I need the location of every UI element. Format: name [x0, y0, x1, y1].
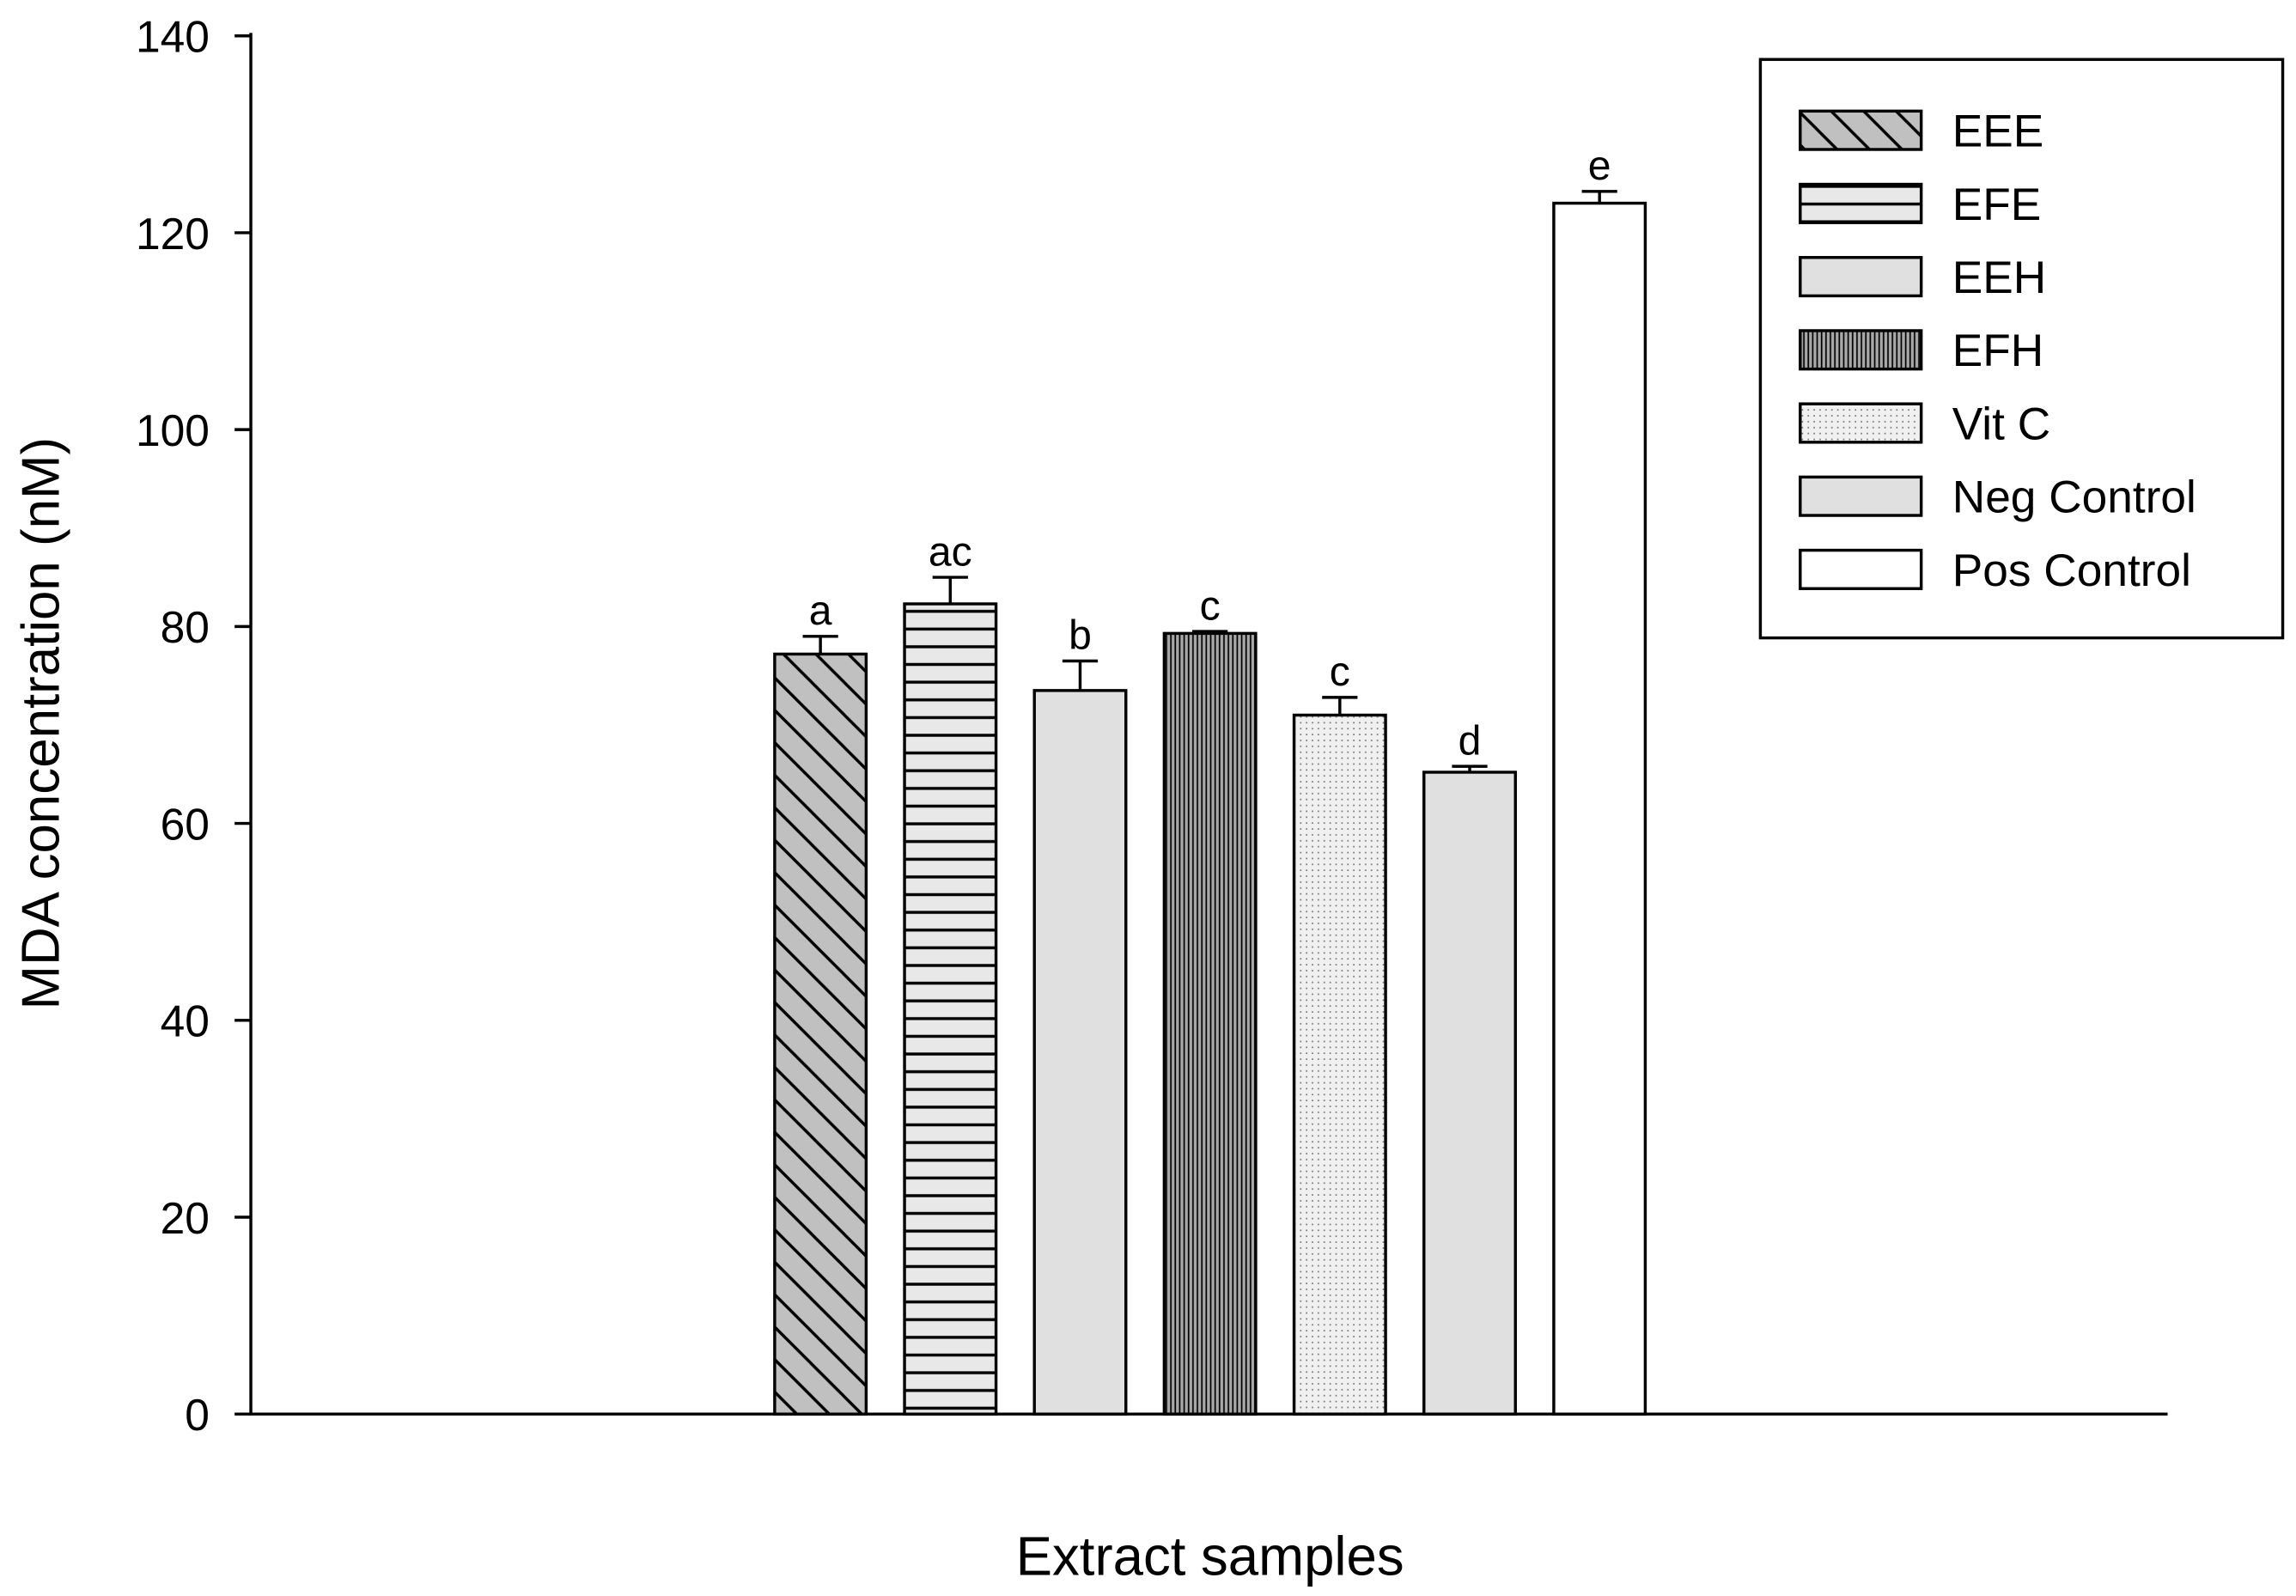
legend-swatch: [1799, 256, 1923, 298]
legend-swatch: [1799, 402, 1923, 444]
legend-label: Pos Control: [1952, 545, 2191, 596]
legend-label: EFH: [1952, 326, 2044, 376]
x-axis-label: Extract samples: [1016, 1526, 1404, 1587]
error-bar: [932, 576, 968, 604]
bar: [903, 602, 998, 1416]
bar: [773, 652, 868, 1416]
legend-swatch: [1799, 109, 1923, 151]
y-tick-label: 0: [185, 1390, 210, 1440]
legend-swatch: [1799, 475, 1923, 517]
bar: [1162, 631, 1258, 1416]
legend-swatch: [1799, 329, 1923, 371]
bar: [1422, 771, 1517, 1416]
error-bar: [1062, 659, 1099, 691]
y-tick-label: 120: [136, 209, 210, 259]
significance-letter: c: [1200, 582, 1221, 629]
y-axis-label: MDA concentration (nM): [12, 437, 71, 1010]
bar: [1032, 689, 1128, 1416]
y-tick-label: 20: [161, 1193, 210, 1243]
y-tick-label: 80: [161, 602, 210, 652]
significance-letter: ac: [929, 528, 972, 575]
legend-label: Vit C: [1952, 399, 2050, 449]
legend-label: EEH: [1952, 253, 2047, 303]
significance-letter: d: [1459, 717, 1482, 764]
significance-letter: b: [1069, 612, 1092, 659]
bar: [1292, 713, 1387, 1416]
significance-letter: e: [1588, 143, 1611, 189]
y-tick-label: 140: [136, 12, 210, 62]
significance-letter: a: [809, 588, 832, 634]
legend-label: EEE: [1952, 107, 2044, 157]
error-bar: [1322, 696, 1358, 716]
error-bar: [1452, 764, 1488, 772]
y-tick-label: 100: [136, 405, 210, 455]
y-tick-label: 40: [161, 996, 210, 1046]
error-bar: [802, 635, 838, 655]
legend-swatch: [1799, 182, 1923, 224]
legend-label: EFE: [1952, 180, 2042, 230]
bar: [1552, 201, 1647, 1416]
legend-swatch: [1799, 548, 1923, 590]
y-tick-label: 60: [161, 799, 210, 849]
error-bar: [1192, 630, 1228, 634]
error-bar: [1581, 190, 1617, 204]
legend-label: Neg Control: [1952, 472, 2196, 523]
significance-letter: c: [1330, 649, 1350, 695]
